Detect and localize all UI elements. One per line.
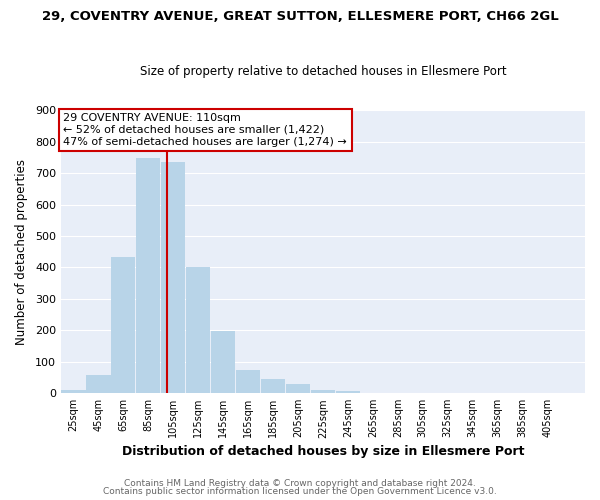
Bar [186,267,211,393]
X-axis label: Distribution of detached houses by size in Ellesmere Port: Distribution of detached houses by size … [122,444,524,458]
Bar [111,257,136,393]
Text: 29 COVENTRY AVENUE: 110sqm
← 52% of detached houses are smaller (1,422)
47% of s: 29 COVENTRY AVENUE: 110sqm ← 52% of deta… [64,114,347,146]
Text: Contains HM Land Registry data © Crown copyright and database right 2024.: Contains HM Land Registry data © Crown c… [124,478,476,488]
Text: 29, COVENTRY AVENUE, GREAT SUTTON, ELLESMERE PORT, CH66 2GL: 29, COVENTRY AVENUE, GREAT SUTTON, ELLES… [41,10,559,23]
Bar [161,162,185,393]
Y-axis label: Number of detached properties: Number of detached properties [15,158,28,344]
Bar [236,370,260,393]
Text: Contains public sector information licensed under the Open Government Licence v3: Contains public sector information licen… [103,487,497,496]
Bar [136,158,160,393]
Bar [211,331,235,393]
Title: Size of property relative to detached houses in Ellesmere Port: Size of property relative to detached ho… [140,66,506,78]
Bar [311,390,335,393]
Bar [261,379,285,393]
Bar [286,384,310,393]
Bar [86,376,110,393]
Bar [535,392,560,393]
Bar [336,390,360,393]
Bar [61,390,86,393]
